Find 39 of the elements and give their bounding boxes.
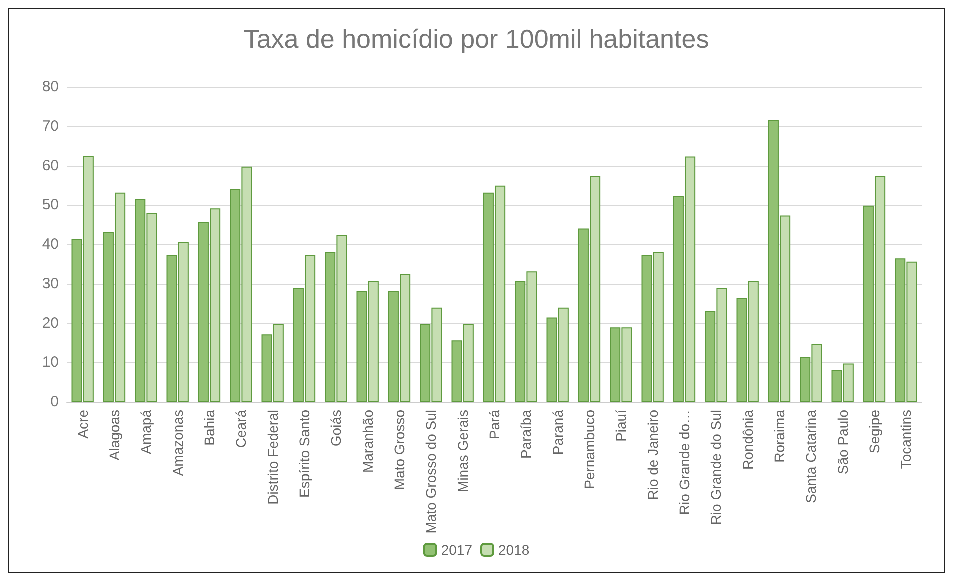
x-tick-label: Bahia	[202, 410, 218, 446]
y-tick-label: 50	[42, 196, 59, 214]
x-tick-label: Tocantins	[898, 410, 914, 470]
x-tick-label: Pará	[486, 410, 502, 440]
x-tick-label: Mato Grosso do Sul	[423, 410, 440, 534]
y-tick-label: 40	[42, 236, 59, 253]
x-tick-label: Minas Gerais	[454, 410, 471, 492]
x-tick-label: Santa Catarina	[803, 410, 820, 504]
x-tick-label: Alagoas	[106, 410, 122, 461]
y-tick-label: 30	[42, 275, 59, 292]
x-tick-label: Pernambuco	[582, 410, 598, 490]
y-tick-label: 60	[42, 157, 59, 174]
x-tick-label: Maranhão	[360, 410, 376, 474]
x-tick-label: Espírito Santo	[296, 410, 312, 498]
x-tick-label: Distrito Federal	[264, 410, 281, 505]
x-tick-label: Roraima	[772, 410, 788, 463]
y-tick-label: 20	[42, 314, 59, 332]
x-tick-label: Amapá	[138, 410, 154, 454]
x-tick-label: Goiás	[328, 410, 344, 447]
x-tick-label: Rio Grande do…	[676, 410, 692, 516]
x-tick-label: São Paulo	[834, 410, 851, 475]
x-tick-label: Ceará	[233, 410, 250, 448]
x-tick-label: Segipe	[866, 410, 882, 454]
legend-label: 2017	[441, 542, 473, 558]
y-tick-label: 70	[42, 118, 59, 135]
x-tick-label: Rio Grande do Sul	[708, 410, 724, 526]
y-tick-label: 80	[42, 78, 59, 96]
x-tick-label: Amazonas	[170, 410, 186, 476]
x-tick-label: Mato Grosso	[392, 410, 408, 490]
x-tick-label: Rio de Janeiro	[644, 410, 661, 500]
y-tick-label: 0	[50, 394, 59, 410]
x-tick-label: Paraná	[550, 410, 566, 456]
x-tick-label: Piauí	[613, 410, 630, 442]
legend-label: 2018	[498, 542, 530, 558]
chart-title: Taxa de homicídio por 100mil habitantes	[244, 24, 710, 54]
x-tick-label: Acre	[74, 410, 91, 439]
x-tick-label: Rondônia	[740, 410, 756, 470]
x-tick-label: Paraíba	[518, 410, 534, 460]
y-tick-label: 10	[42, 354, 59, 372]
